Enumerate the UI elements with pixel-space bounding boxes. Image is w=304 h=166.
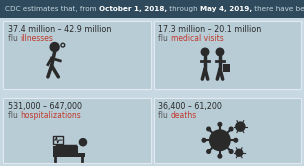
Circle shape bbox=[218, 154, 222, 158]
Text: medical visits: medical visits bbox=[171, 34, 223, 43]
Circle shape bbox=[79, 139, 87, 146]
Circle shape bbox=[50, 42, 59, 51]
Circle shape bbox=[229, 150, 233, 153]
Text: May 4, 2019,: May 4, 2019, bbox=[200, 6, 252, 12]
Circle shape bbox=[236, 122, 245, 131]
Text: 37.4 million – 42.9 million: 37.4 million – 42.9 million bbox=[8, 25, 111, 34]
Circle shape bbox=[236, 149, 243, 156]
Circle shape bbox=[202, 138, 206, 142]
Text: deaths: deaths bbox=[171, 111, 197, 120]
Text: there have been:: there have been: bbox=[252, 6, 304, 12]
Text: flu: flu bbox=[8, 34, 20, 43]
FancyBboxPatch shape bbox=[3, 98, 150, 163]
FancyBboxPatch shape bbox=[53, 146, 85, 157]
Circle shape bbox=[229, 127, 233, 131]
Circle shape bbox=[216, 48, 224, 56]
FancyBboxPatch shape bbox=[154, 98, 301, 163]
Text: CDC estimates that, from: CDC estimates that, from bbox=[5, 6, 99, 12]
Text: 531,000 – 647,000: 531,000 – 647,000 bbox=[8, 102, 82, 111]
Text: hospitalizations: hospitalizations bbox=[20, 111, 81, 120]
FancyBboxPatch shape bbox=[78, 145, 85, 153]
Circle shape bbox=[210, 130, 230, 151]
FancyBboxPatch shape bbox=[0, 0, 304, 18]
Text: October 1, 2018,: October 1, 2018, bbox=[99, 6, 167, 12]
Circle shape bbox=[207, 150, 210, 153]
Circle shape bbox=[201, 48, 209, 56]
Circle shape bbox=[218, 123, 222, 126]
Text: illnesses: illnesses bbox=[20, 34, 53, 43]
Text: flu: flu bbox=[158, 34, 171, 43]
FancyBboxPatch shape bbox=[223, 64, 230, 72]
Text: flu: flu bbox=[8, 111, 20, 120]
FancyBboxPatch shape bbox=[3, 21, 150, 89]
Text: 17.3 million – 20.1 million: 17.3 million – 20.1 million bbox=[158, 25, 262, 34]
Circle shape bbox=[207, 127, 210, 131]
Text: flu: flu bbox=[158, 111, 171, 120]
Circle shape bbox=[234, 138, 238, 142]
Text: through: through bbox=[167, 6, 200, 12]
Text: 36,400 – 61,200: 36,400 – 61,200 bbox=[158, 102, 222, 111]
FancyBboxPatch shape bbox=[154, 21, 301, 89]
